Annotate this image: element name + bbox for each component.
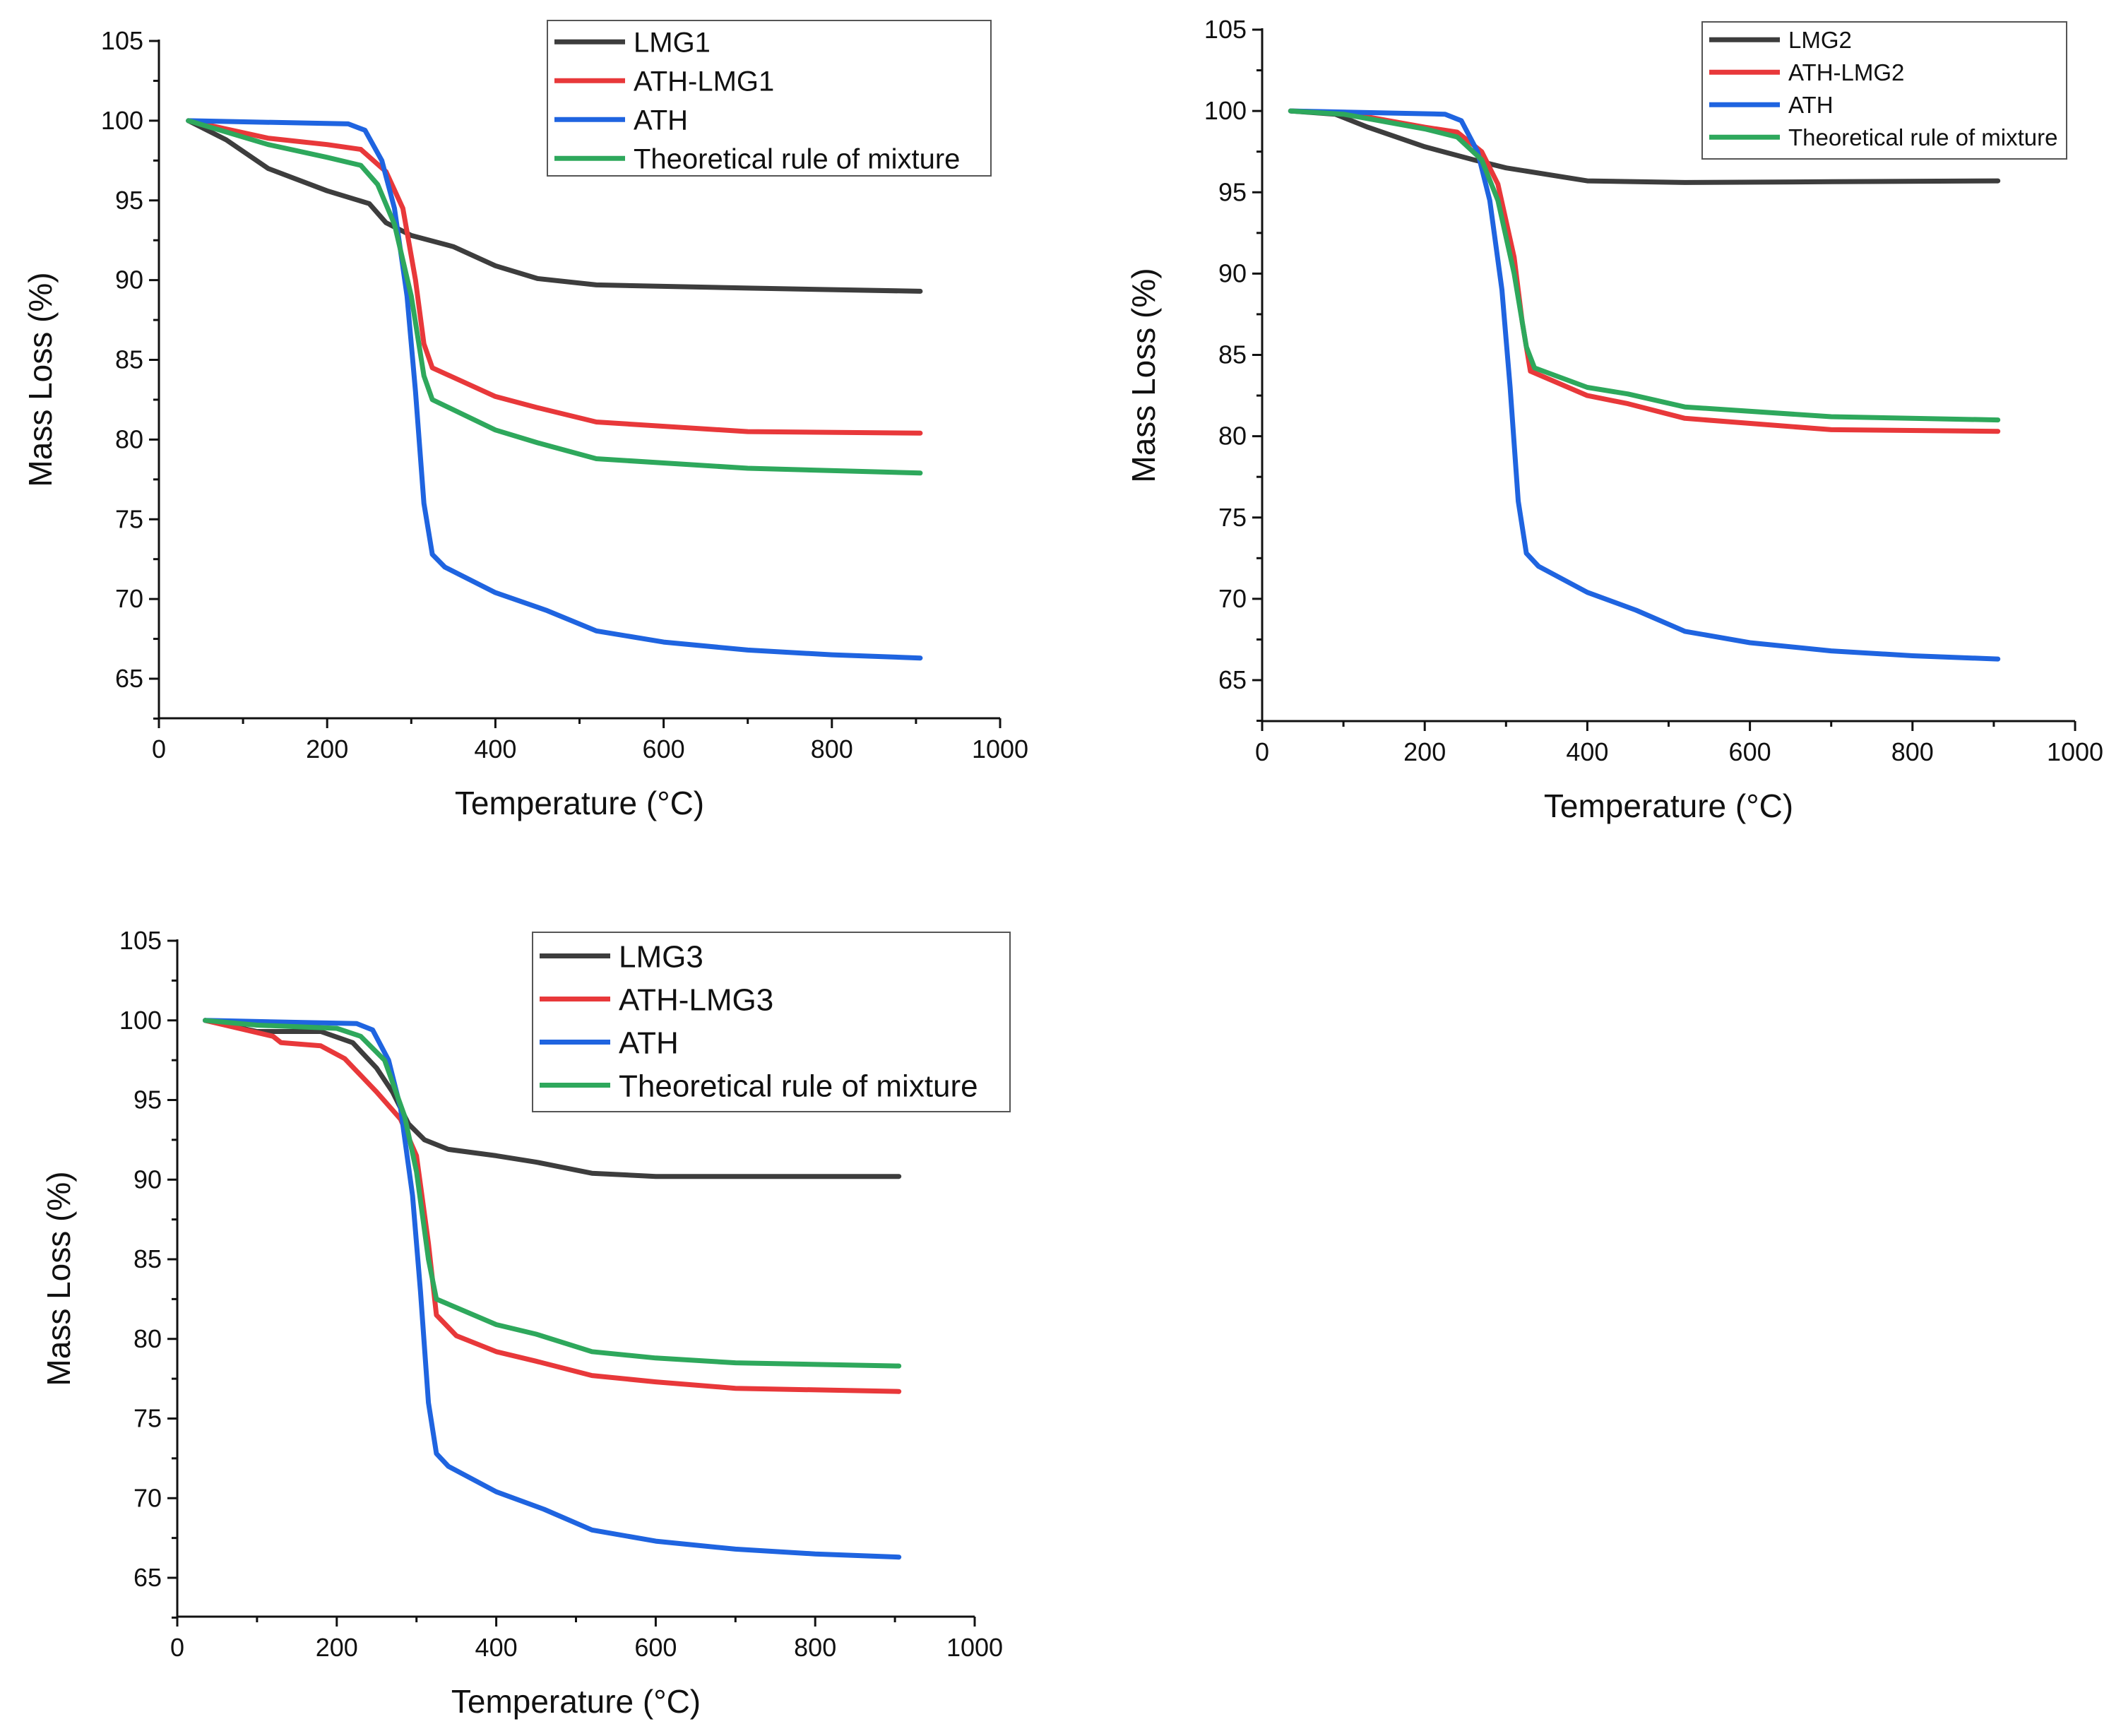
y-axis-title: Mass Loss (%): [22, 272, 59, 487]
legend-label: ATH-LMG1: [634, 66, 774, 97]
x-tick-label: 800: [1891, 737, 1934, 766]
series-line-theory: [203, 1018, 902, 1369]
legend-label: LMG3: [619, 939, 703, 974]
x-tick-label: 0: [1255, 737, 1269, 766]
y-axis-title: Mass Loss (%): [40, 1171, 77, 1386]
y-tick-label: 85: [115, 345, 143, 374]
legend-label: ATH-LMG3: [619, 982, 773, 1017]
legend-label: Theoretical rule of mixture: [634, 144, 960, 175]
y-tick-label: 85: [1218, 340, 1247, 369]
y-tick-label: 70: [1218, 584, 1247, 613]
y-tick-label: 65: [133, 1563, 162, 1592]
x-tick-label: 800: [811, 735, 853, 763]
y-tick-label: 95: [1218, 177, 1247, 206]
series-line-ath: [203, 1018, 902, 1560]
x-tick-label: 0: [170, 1633, 184, 1662]
y-tick-label: 100: [1204, 96, 1247, 125]
legend-label: ATH: [1788, 92, 1834, 118]
chart-panel-2: 0 200 400 600 800 1000 65 70 75 80 85 90 95 100 105 Tem…: [1125, 15, 2103, 824]
legend: LMG1 ATH-LMG1 ATH Theoretical rule of mixtu…: [547, 20, 992, 177]
y-tick-label: 105: [1204, 15, 1247, 44]
x-tick-label: 600: [1729, 737, 1771, 766]
x-tick-label: 600: [643, 735, 685, 763]
legend-label: LMG2: [1788, 27, 1852, 53]
x-tick-label: 1000: [972, 735, 1028, 763]
series-line-theory: [186, 118, 923, 476]
series-line-theory: [1288, 108, 2001, 423]
x-tick-label: 0: [152, 735, 166, 763]
series-line-ath-lmg: [186, 118, 923, 436]
y-tick-label: 105: [119, 926, 162, 955]
x-tick-label: 1000: [2047, 737, 2103, 766]
y-tick-label: 95: [115, 186, 143, 215]
legend-box: [532, 932, 1011, 1112]
legend-label: ATH-LMG2: [1788, 59, 1904, 85]
y-tick-label: 90: [1218, 258, 1247, 287]
y-tick-label: 75: [1218, 503, 1247, 532]
series-line-ath: [1288, 108, 2001, 662]
legend-label: Theoretical rule of mixture: [619, 1069, 978, 1103]
chart-panel-1: 0 200 400 600 800 1000 65 70 75 80 85 90 95 100 105 Tem…: [22, 20, 1028, 821]
x-tick-label: 800: [794, 1633, 836, 1662]
x-tick-label: 400: [1566, 737, 1608, 766]
y-tick-label: 105: [101, 26, 143, 55]
legend-label: LMG1: [634, 28, 711, 59]
y-axis-title: Mass Loss (%): [1125, 268, 1162, 482]
y-tick-label: 80: [115, 424, 143, 453]
legend: LMG3 ATH-LMG3 ATH Theoretical rule of mixtu…: [532, 932, 1011, 1112]
legend-label: ATH: [634, 105, 688, 136]
x-axis-title: Temperature (°C): [455, 785, 704, 821]
y-tick-label: 65: [115, 664, 143, 693]
legend-label: Theoretical rule of mixture: [1788, 124, 2057, 150]
y-tick-label: 70: [115, 584, 143, 613]
series-line-lmg: [203, 1018, 902, 1179]
y-tick-label: 75: [115, 504, 143, 533]
y-tick-label: 70: [133, 1483, 162, 1512]
x-tick-label: 200: [316, 1633, 358, 1662]
legend: LMG2 ATH-LMG2 ATH Theoretical rule of mixtu…: [1701, 21, 2067, 160]
chart-panel-3: 0 200 400 600 800 1000 65 70 75 80 85 90 95 100 105 Tem…: [40, 926, 1011, 1720]
y-tick-label: 85: [133, 1244, 162, 1273]
x-tick-label: 200: [1403, 737, 1446, 766]
legend-label: ATH: [619, 1025, 679, 1060]
x-tick-label: 1000: [946, 1633, 1003, 1662]
y-tick-label: 65: [1218, 665, 1247, 694]
y-tick-label: 90: [115, 266, 143, 295]
x-axis-title: Temperature (°C): [1544, 787, 1793, 824]
y-tick-label: 80: [1218, 422, 1247, 451]
x-axis-title: Temperature (°C): [451, 1683, 701, 1720]
x-tick-label: 600: [634, 1633, 677, 1662]
y-tick-label: 75: [133, 1404, 162, 1433]
x-tick-label: 200: [306, 735, 348, 763]
y-tick-label: 80: [133, 1324, 162, 1353]
x-tick-label: 400: [475, 1633, 518, 1662]
legend-box: [547, 20, 992, 177]
y-tick-label: 95: [133, 1086, 162, 1114]
y-tick-label: 100: [101, 106, 143, 135]
y-tick-label: 100: [119, 1006, 162, 1035]
series-line-ath: [186, 118, 923, 661]
y-tick-label: 90: [133, 1165, 162, 1194]
series-line-lmg: [186, 118, 923, 294]
x-tick-label: 400: [474, 735, 516, 763]
